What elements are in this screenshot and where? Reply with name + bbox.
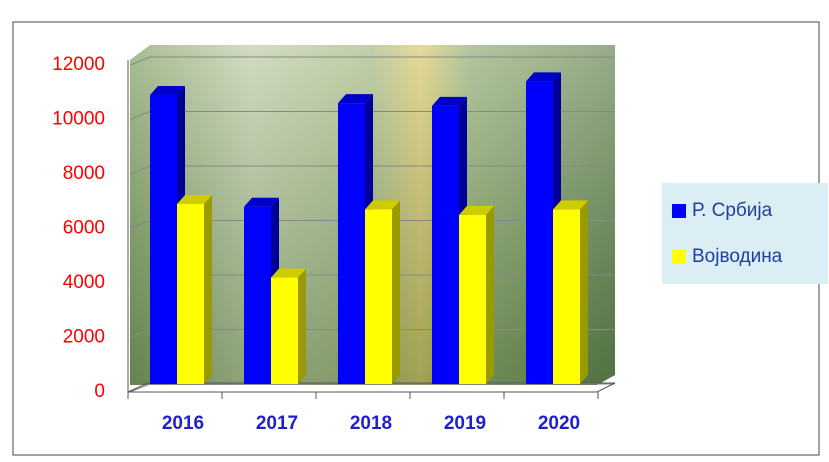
- x-tick-label: 2016: [162, 413, 204, 434]
- bar-top: [244, 197, 279, 207]
- bar: [244, 206, 271, 384]
- bar: [271, 277, 298, 384]
- bar-side: [580, 200, 588, 384]
- bar-side: [392, 200, 400, 384]
- x-tick-label: 2018: [350, 413, 392, 434]
- y-tick-label: 0: [94, 381, 105, 402]
- legend-label: Војводина: [692, 246, 783, 267]
- y-tick-label: 6000: [63, 218, 105, 239]
- y-tick-label: 8000: [63, 163, 105, 184]
- legend-swatch: [672, 250, 686, 264]
- x-tick-label: 2017: [256, 413, 298, 434]
- legend-box: [662, 183, 828, 284]
- y-tick-label: 10000: [52, 109, 105, 130]
- bar-side: [204, 194, 212, 384]
- bar: [553, 209, 580, 384]
- bar-top: [459, 205, 494, 215]
- bar: [338, 103, 365, 385]
- bar-top: [432, 96, 467, 106]
- y-tick-label: 12000: [52, 54, 105, 75]
- bar-top: [150, 85, 185, 95]
- bar: [459, 214, 486, 384]
- grid-line: [129, 56, 615, 66]
- bar-top: [365, 200, 400, 210]
- bar-side: [486, 205, 494, 384]
- bar-top: [177, 194, 212, 204]
- bar-top: [338, 94, 373, 104]
- bar: [365, 209, 392, 384]
- bar-top: [553, 200, 588, 210]
- bar-top: [526, 72, 561, 82]
- bar: [526, 81, 553, 384]
- x-tick-label: 2019: [444, 413, 486, 434]
- y-tick-label: 2000: [63, 327, 105, 348]
- bar-top: [271, 268, 306, 278]
- bar: [150, 94, 177, 384]
- bar: [177, 203, 204, 384]
- x-tick-label: 2020: [538, 413, 580, 434]
- bar: [432, 105, 459, 384]
- y-tick-label: 4000: [63, 272, 105, 293]
- legend-swatch: [672, 204, 686, 218]
- floor: [127, 382, 616, 393]
- bar-side: [298, 268, 306, 384]
- legend-label: Р. Србија: [692, 200, 773, 221]
